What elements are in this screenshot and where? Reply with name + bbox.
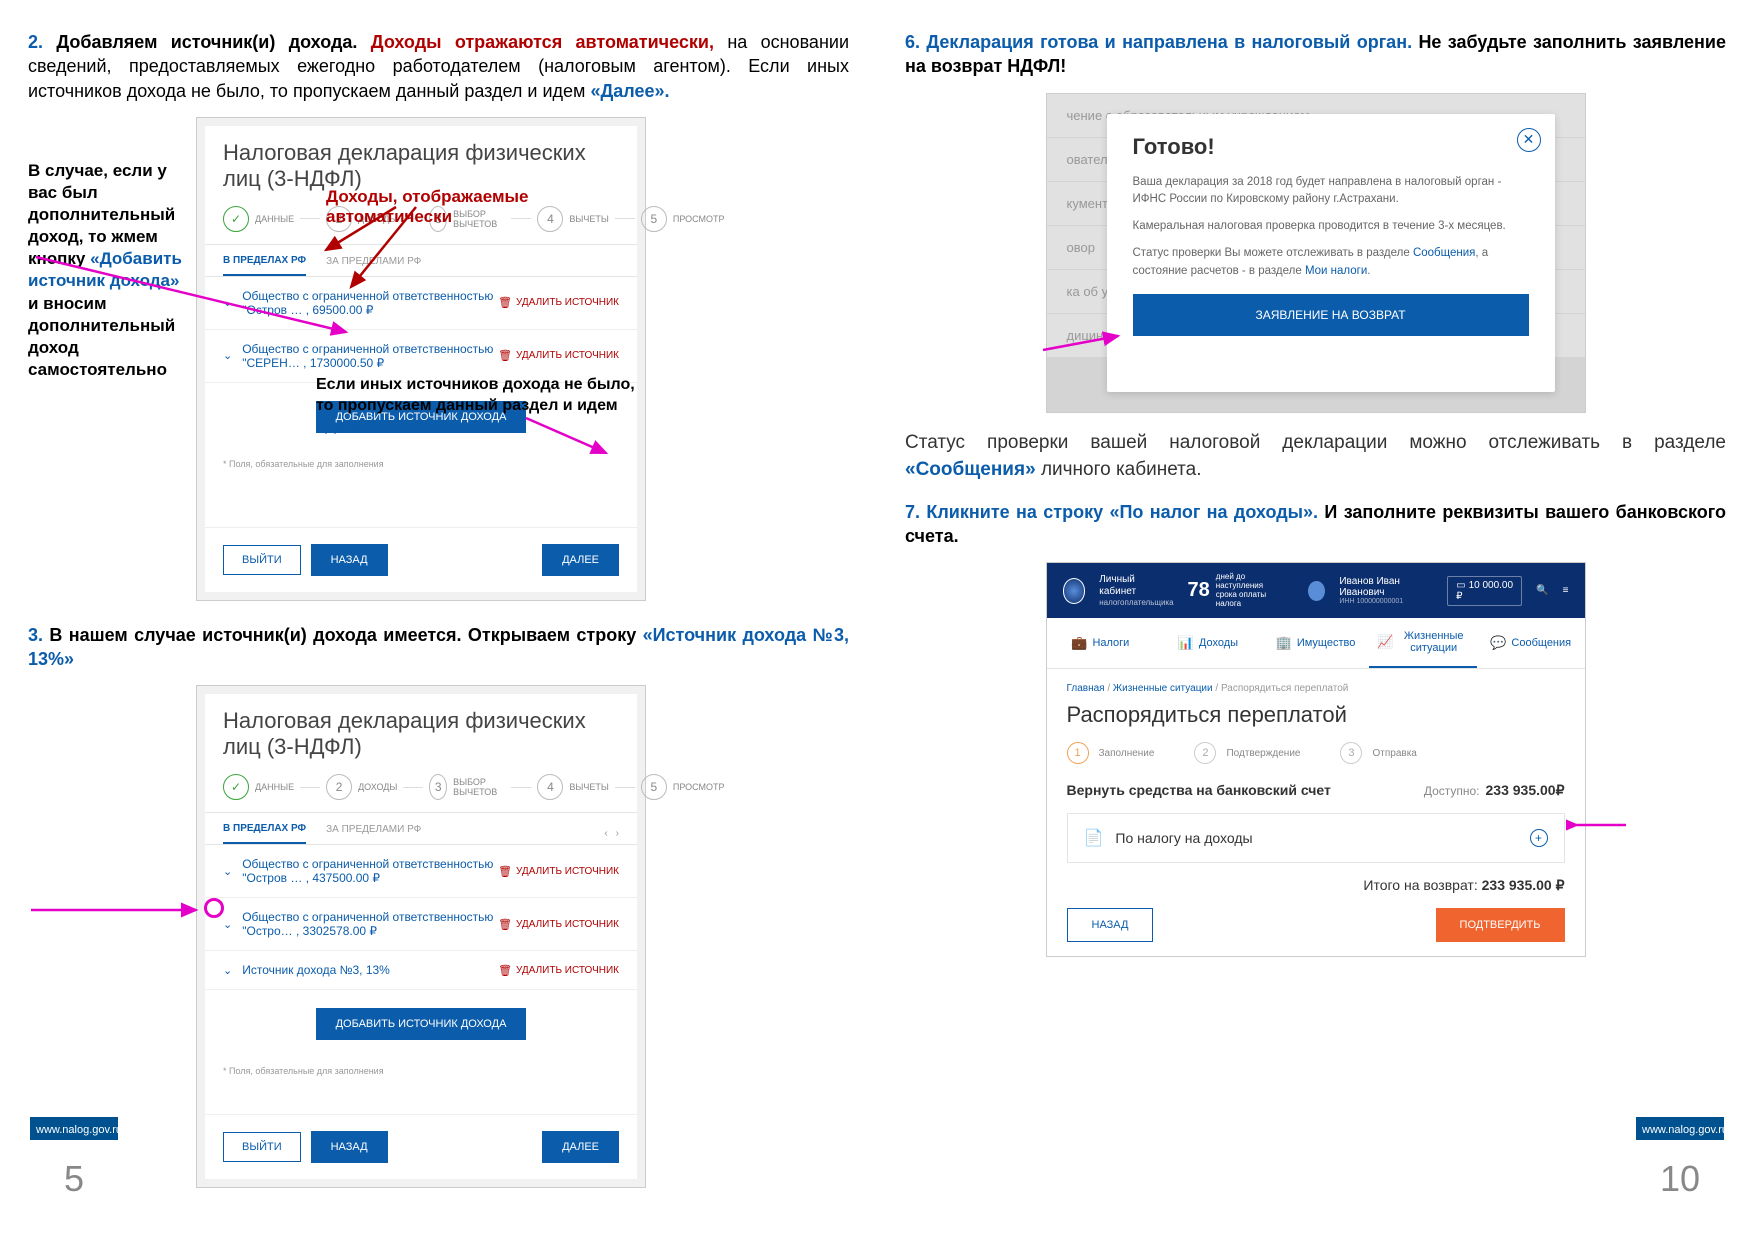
next-button[interactable]: ДАЛЕЕ [542, 544, 619, 576]
delete-source-button[interactable]: УДАЛИТЬ ИСТОЧНИК [498, 296, 619, 309]
status-note: Статус проверки вашей налоговой декларац… [905, 429, 1726, 484]
arrow-magenta-source3 [26, 900, 206, 920]
avatar-icon [1308, 581, 1325, 601]
return-row: Вернуть средства на банковский счет Дост… [1067, 782, 1565, 799]
page-10: 6. Декларация готова и направлена в нало… [877, 0, 1754, 1240]
menu-icon[interactable]: ≡ [1563, 585, 1569, 596]
side-note: В случае, если у вас был дополнительный … [28, 160, 193, 381]
back-button[interactable]: НАЗАД [1067, 908, 1154, 942]
page-number-box: www.nalog.gov.ru 5 [30, 1117, 118, 1218]
chart-icon: 📊 [1178, 635, 1194, 651]
tabs: В ПРЕДЕЛАХ РФ ЗА ПРЕДЕЛАМИ РФ ‹› [205, 813, 637, 845]
form-stepper: ✓ДАННЫЕ 2ДОХОДЫ 3ВЫБОР ВЫЧЕТОВ 4ВЫЧЕТЫ 5… [205, 770, 637, 813]
annotation-auto-incomes: Доходы, отображаемые автоматически [326, 187, 646, 227]
modal-text-1: Ваша декларация за 2018 год будет направ… [1133, 174, 1529, 209]
breadcrumb: Главная / Жизненные ситуации / Распоряди… [1067, 683, 1565, 694]
nav-life[interactable]: 📈Жизненные ситуации [1369, 618, 1477, 668]
wallet-balance[interactable]: ▭10 000.00 ₽ [1447, 576, 1522, 606]
link-messages[interactable]: Сообщения [1413, 247, 1475, 259]
income-row-1[interactable]: ⌄ Общество с ограниченной ответственност… [205, 277, 637, 330]
lk-nav: 💼Налоги 📊Доходы 🏢Имущество 📈Жизненные си… [1047, 618, 1585, 669]
chevron-down-icon: ⌄ [223, 296, 232, 309]
modal-text-3: Статус проверки Вы можете отслеживать в … [1133, 245, 1529, 280]
chevron-down-icon: ⌄ [223, 918, 232, 931]
form-title: Налоговая декларация физических лиц (3-Н… [205, 694, 637, 770]
income-row-1[interactable]: ⌄ Общество с ограниченной ответственност… [205, 845, 637, 898]
screenshot-lk: Личный кабинетналогоплательщика 78дней д… [1046, 562, 1586, 957]
pager[interactable]: ‹› [604, 828, 619, 839]
instruction-3: 3. В нашем случае источник(и) дохода име… [28, 623, 849, 672]
tab-out-rf[interactable]: ЗА ПРЕДЕЛАМИ РФ [326, 824, 421, 843]
income-row-2[interactable]: ⌄ Общество с ограниченной ответственност… [205, 898, 637, 951]
confirm-button[interactable]: ПОДТВЕРДИТЬ [1436, 908, 1565, 942]
delete-source-button[interactable]: УДАЛИТЬ ИСТОЧНИК [498, 349, 619, 362]
page-title: Распорядиться переплатой [1067, 702, 1565, 728]
tab-out-rf[interactable]: ЗА ПРЕДЕЛАМИ РФ [326, 256, 421, 275]
back-button[interactable]: НАЗАД [311, 544, 388, 576]
exit-button[interactable]: ВЫЙТИ [223, 1132, 301, 1162]
screenshot-declaration-2: Налоговая декларация физических лиц (3-Н… [196, 685, 646, 1188]
tab-in-rf[interactable]: В ПРЕДЕЛАХ РФ [223, 823, 306, 844]
nav-taxes[interactable]: 💼Налоги [1047, 618, 1155, 668]
chevron-down-icon: ⌄ [223, 349, 232, 362]
page-number: 10 [1636, 1140, 1724, 1218]
modal-text-2: Камеральная налоговая проверка проводитс… [1133, 218, 1529, 235]
instruction-2: 2. Добавляем источник(и) дохода. Доходы … [28, 30, 849, 103]
next-button[interactable]: ДАЛЕЕ [542, 1131, 619, 1163]
tabs: В ПРЕДЕЛАХ РФ ЗА ПРЕДЕЛАМИ РФ [205, 245, 637, 277]
delete-source-button[interactable]: УДАЛИТЬ ИСТОЧНИК [498, 865, 619, 878]
annotation-skip: Если иных источников дохода не было, то … [316, 375, 646, 437]
step-1-done: ✓ [223, 206, 249, 232]
screenshot-ready-modal: чение с образовательным учреждением оват… [1046, 93, 1586, 413]
lk-header: Личный кабинетналогоплательщика 78дней д… [1047, 563, 1585, 618]
required-note: * Поля, обязательные для заполнения [205, 1058, 637, 1084]
chat-icon: 💬 [1490, 635, 1506, 651]
building-icon: 🏢 [1276, 635, 1292, 651]
document-icon: 📄 [1084, 828, 1104, 848]
modal-dialog: ✕ Готово! Ваша декларация за 2018 год бу… [1107, 114, 1555, 392]
instruction-7: 7. Кликните на строку «По налог на доход… [905, 500, 1726, 549]
site-url: www.nalog.gov.ru [30, 1120, 118, 1140]
site-url: www.nalog.gov.ru [1636, 1120, 1724, 1140]
nav-income[interactable]: 📊Доходы [1154, 618, 1262, 668]
pulse-icon: 📈 [1377, 634, 1393, 650]
chevron-down-icon: ⌄ [223, 865, 232, 878]
fns-logo-icon [1063, 578, 1086, 604]
total-row: Итого на возврат: 233 935.00 ₽ [1067, 877, 1565, 894]
delete-source-button[interactable]: УДАЛИТЬ ИСТОЧНИК [498, 964, 619, 977]
add-source-button[interactable]: ДОБАВИТЬ ИСТОЧНИК ДОХОДА [316, 1008, 527, 1040]
search-icon[interactable]: 🔍 [1536, 585, 1548, 596]
instruction-6: 6. Декларация готова и направлена в нало… [905, 30, 1726, 79]
chevron-down-icon: ⌄ [223, 964, 232, 977]
delete-source-button[interactable]: УДАЛИТЬ ИСТОЧНИК [498, 918, 619, 931]
expand-icon[interactable]: + [1530, 829, 1548, 847]
income-row-3[interactable]: ⌄ Источник дохода №3, 13% УДАЛИТЬ ИСТОЧН… [205, 951, 637, 990]
refund-application-button[interactable]: ЗАЯВЛЕНИЕ НА ВОЗВРАТ [1133, 294, 1529, 336]
exit-button[interactable]: ВЫЙТИ [223, 545, 301, 575]
close-icon[interactable]: ✕ [1517, 128, 1541, 152]
wallet-icon: 💼 [1071, 635, 1087, 651]
page-number: 5 [30, 1140, 118, 1218]
modal-title: Готово! [1133, 134, 1529, 160]
nav-property[interactable]: 🏢Имущество [1262, 618, 1370, 668]
page-5: 2. Добавляем источник(и) дохода. Доходы … [0, 0, 877, 1240]
back-button[interactable]: НАЗАД [311, 1131, 388, 1163]
tab-in-rf[interactable]: В ПРЕДЕЛАХ РФ [223, 255, 306, 276]
lk-stepper: 1Заполнение 2Подтверждение 3Отправка [1067, 742, 1565, 764]
required-note: * Поля, обязательные для заполнения [205, 451, 637, 477]
page-number-box: www.nalog.gov.ru 10 [1636, 1117, 1724, 1218]
link-my-taxes[interactable]: Мои налоги [1305, 265, 1367, 277]
nav-messages[interactable]: 💬Сообщения [1477, 618, 1585, 668]
tax-income-row[interactable]: 📄 По налогу на доходы + [1067, 813, 1565, 863]
